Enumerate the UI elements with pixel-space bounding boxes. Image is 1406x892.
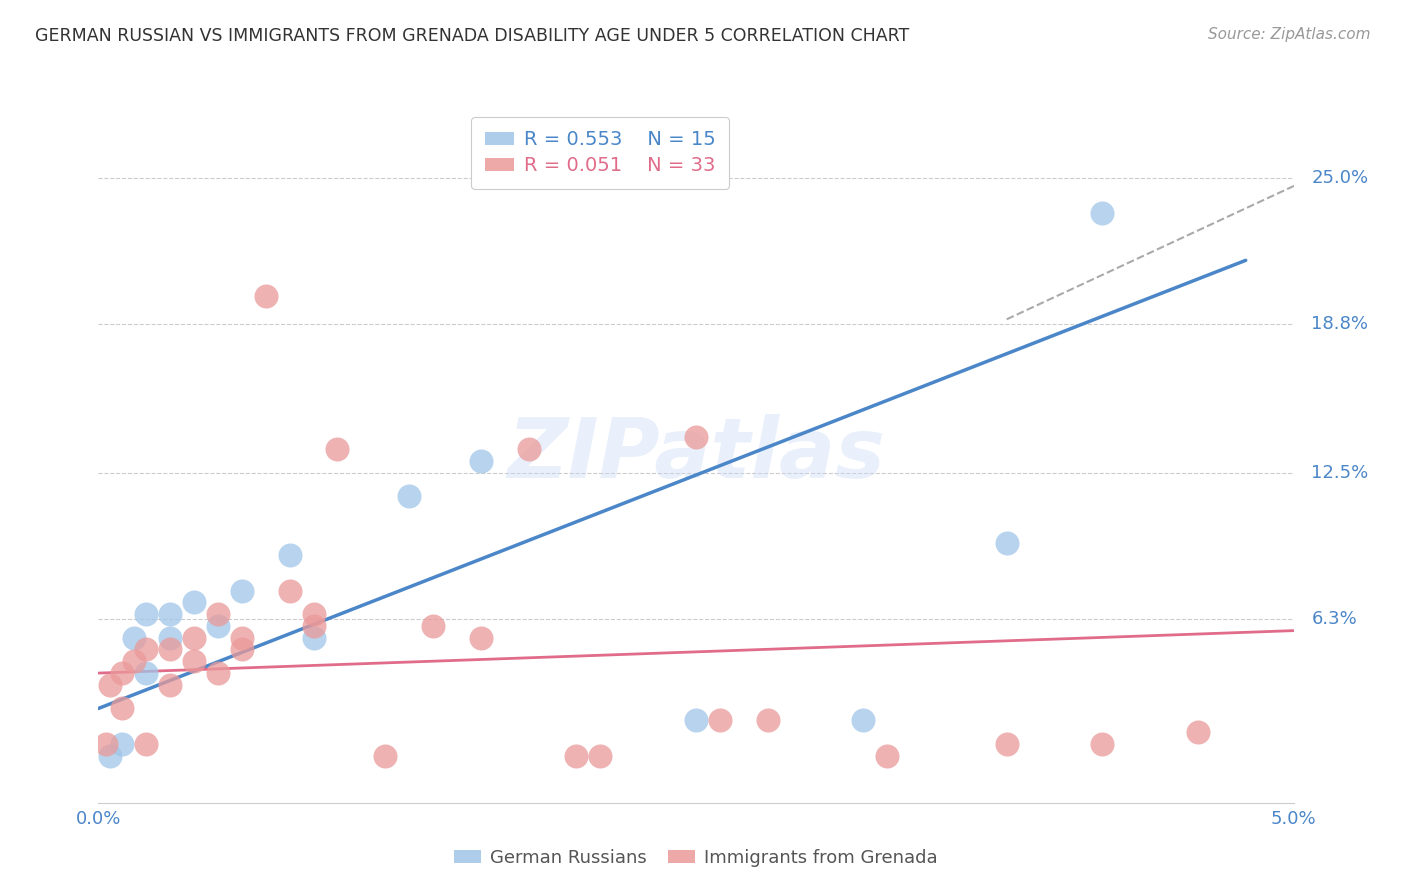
Point (98, 678, 122, 692)
Text: 6.3%: 6.3% (1312, 610, 1357, 628)
Text: 18.8%: 18.8% (1312, 315, 1368, 333)
Point (94, 737, 117, 751)
Point (470, 631, 492, 645)
Point (124, 631, 146, 645)
Point (685, 430, 707, 444)
Point (470, 454, 492, 468)
Text: GERMAN RUSSIAN VS IMMIGRANTS FROM GRENADA DISABILITY AGE UNDER 5 CORRELATION CHA: GERMAN RUSSIAN VS IMMIGRANTS FROM GRENAD… (35, 27, 910, 45)
Point (278, 548, 301, 562)
Point (302, 631, 325, 645)
Text: 25.0%: 25.0% (1312, 169, 1368, 186)
Point (98, 748, 122, 763)
Point (231, 631, 253, 645)
Point (135, 737, 157, 751)
Point (565, 748, 588, 763)
Point (183, 631, 205, 645)
Point (135, 666, 157, 681)
Point (709, 713, 731, 727)
Point (422, 619, 444, 633)
Point (111, 737, 134, 751)
Point (135, 607, 157, 621)
Point (876, 748, 898, 763)
Point (302, 619, 325, 633)
Point (1091, 737, 1114, 751)
Text: ZIPatlas: ZIPatlas (508, 415, 884, 495)
Point (756, 713, 779, 727)
Point (207, 666, 229, 681)
Point (124, 654, 146, 668)
Point (1091, 206, 1114, 220)
Text: Source: ZipAtlas.com: Source: ZipAtlas.com (1208, 27, 1371, 42)
Point (111, 701, 134, 715)
Point (111, 666, 134, 681)
Point (995, 737, 1018, 751)
Point (685, 713, 707, 727)
Point (207, 607, 229, 621)
Point (278, 583, 301, 598)
Point (231, 583, 253, 598)
Point (254, 289, 277, 303)
Y-axis label: Disability Age Under 5: Disability Age Under 5 (0, 354, 8, 556)
Point (302, 607, 325, 621)
Point (183, 595, 205, 609)
Text: 12.5%: 12.5% (1312, 464, 1368, 482)
Point (398, 489, 420, 503)
Point (159, 678, 181, 692)
Point (326, 442, 349, 456)
Point (231, 642, 253, 657)
Point (995, 536, 1018, 550)
Point (517, 442, 540, 456)
Point (852, 713, 875, 727)
Point (589, 748, 612, 763)
Point (207, 619, 229, 633)
Point (159, 642, 181, 657)
Point (159, 607, 181, 621)
Point (159, 631, 181, 645)
Point (135, 642, 157, 657)
Point (1187, 725, 1209, 739)
Legend: German Russians, Immigrants from Grenada: German Russians, Immigrants from Grenada (447, 841, 945, 874)
Point (374, 748, 396, 763)
Point (183, 654, 205, 668)
